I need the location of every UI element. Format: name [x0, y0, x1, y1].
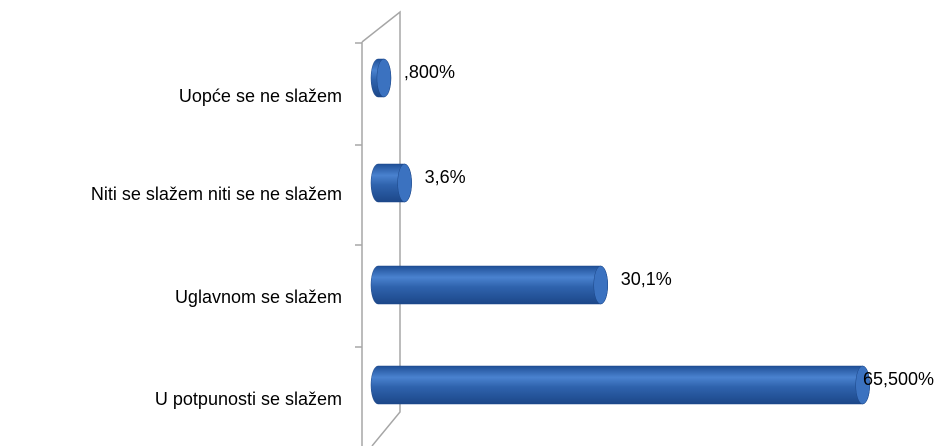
value-label: 3,6%	[425, 167, 466, 187]
bar-end	[855, 365, 870, 405]
bar	[370, 365, 870, 405]
wall-frame	[361, 10, 401, 446]
axis-wall	[355, 10, 401, 446]
y-tick-label: U potpunosti se slažem	[155, 389, 342, 409]
y-tick-label: Niti se slažem niti se ne slažem	[91, 184, 342, 204]
y-tick-label: Uglavnom se slažem	[175, 287, 342, 307]
y-tick-label: Uopće se ne slažem	[179, 86, 342, 106]
bar	[370, 265, 608, 305]
value-label: ,800%	[404, 62, 455, 82]
category-ticks	[355, 42, 362, 348]
bar-end	[397, 163, 412, 203]
bar-end	[376, 58, 392, 98]
bar-end	[593, 265, 608, 305]
value-label: 65,500%	[863, 369, 934, 389]
value-label: 30,1%	[621, 269, 672, 289]
